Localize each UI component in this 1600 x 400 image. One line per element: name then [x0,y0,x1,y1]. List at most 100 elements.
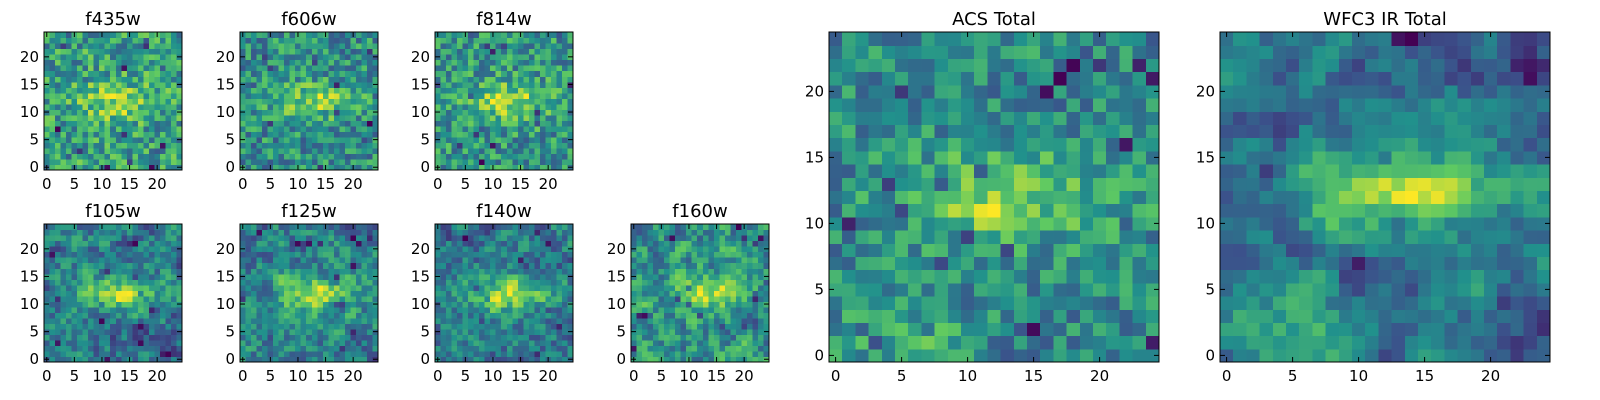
heatmap-cell [93,317,100,324]
heatmap-cell [501,120,508,127]
heatmap-cell [691,350,698,358]
heatmap-cell [284,262,291,269]
heatmap-cell [440,87,447,94]
heatmap-cell [691,273,698,280]
heatmap-cell [528,65,535,72]
heatmap-cell [691,246,698,253]
heatmap-cell [451,328,458,335]
heatmap-cell [240,103,247,110]
heatmap-cell [366,114,374,121]
heatmap-cell [82,37,89,44]
heatmap-cell [440,312,447,319]
heatmap-cell [1132,243,1147,257]
heatmap-cell [1053,190,1068,205]
heatmap-cell [262,158,269,166]
heatmap-cell [344,81,351,88]
heatmap-cell [256,306,263,313]
heatmap-cell [44,65,51,72]
heatmap-cell [300,345,307,352]
heatmap-cell [66,257,73,264]
heatmap-cell [273,70,280,77]
heatmap-cell [49,131,56,138]
heatmap-cell [829,164,843,178]
heatmap-cell [148,103,155,110]
heatmap-cell [545,76,552,83]
heatmap-cell [361,120,368,127]
heatmap-cell [110,120,117,127]
heatmap-cell [550,224,558,231]
heatmap-cell [947,230,962,244]
heatmap-cell [121,54,128,61]
heatmap-cell [322,131,329,138]
heatmap-cell [240,59,247,66]
heatmap-cell [468,229,475,236]
heatmap-cell [256,32,263,39]
heatmap-cell [675,284,682,291]
heatmap-cell [462,284,469,291]
heatmap-cell [961,164,975,178]
heatmap-cell [752,301,759,308]
heatmap-cell [484,120,491,127]
heatmap-cells [631,224,770,363]
heatmap-cell [77,312,84,319]
heatmap-cell [642,345,649,352]
heatmap-cell [512,54,519,61]
heatmap-cell [49,32,56,39]
heatmap-cell [440,131,447,138]
heatmap-cell [446,120,453,127]
heatmap-cell [339,65,346,72]
heatmap-cell [251,268,258,275]
heatmap-cell [468,147,475,155]
heatmap-cell [295,43,302,50]
heatmap-cell [987,216,1002,231]
heatmap-cell [88,356,95,363]
heatmap-cell [317,32,324,39]
heatmap-cell [240,306,247,313]
heatmap-cell [1066,243,1081,257]
heatmap-cell [881,269,896,284]
heatmap-cell [484,43,491,50]
heatmap-cell [669,339,676,347]
heatmap-cell [484,345,491,352]
heatmap-cell [284,323,291,330]
heatmap-cell [512,273,519,280]
heatmap-cell [361,328,368,335]
heatmap-cell [104,295,111,302]
heatmap-cell [724,290,731,297]
heatmap-cell [539,98,546,105]
heatmap-cell [366,328,374,335]
heatmap-cell [631,295,638,302]
heatmap-cell [757,284,765,291]
heatmap-cell [245,262,252,269]
heatmap-cell [355,229,363,236]
heatmap-cell [908,256,922,271]
heatmap-cell [372,87,379,94]
heatmap-cell [561,284,569,291]
heatmap-cell [278,54,285,61]
heatmap-cell [289,262,296,269]
heatmap-cell [479,279,486,286]
heatmap-cell [528,54,535,61]
heatmap-cell [251,153,258,160]
heatmap-cell [495,334,502,341]
heatmap-cell [66,229,73,236]
heatmap-cell [311,32,318,39]
heatmap-cell [88,257,95,264]
heatmap-cell [501,158,508,166]
heatmap-cell [295,312,302,319]
heatmap-cell [317,273,324,280]
heatmap-cell [245,164,252,171]
heatmap-cell [686,229,693,236]
heatmap-cell [974,230,988,244]
heatmap-cell [115,131,122,138]
heatmap-cell [154,229,161,236]
heatmap-cell [300,153,307,160]
heatmap-cell [473,273,480,280]
heatmap-cell [361,273,368,280]
heatmap-cell [306,43,313,50]
heatmap-cell [322,345,329,352]
heatmap-cell [306,312,313,319]
heatmap-cell [855,282,870,297]
heatmap-cell [110,136,117,143]
heatmap-cell [126,153,133,160]
